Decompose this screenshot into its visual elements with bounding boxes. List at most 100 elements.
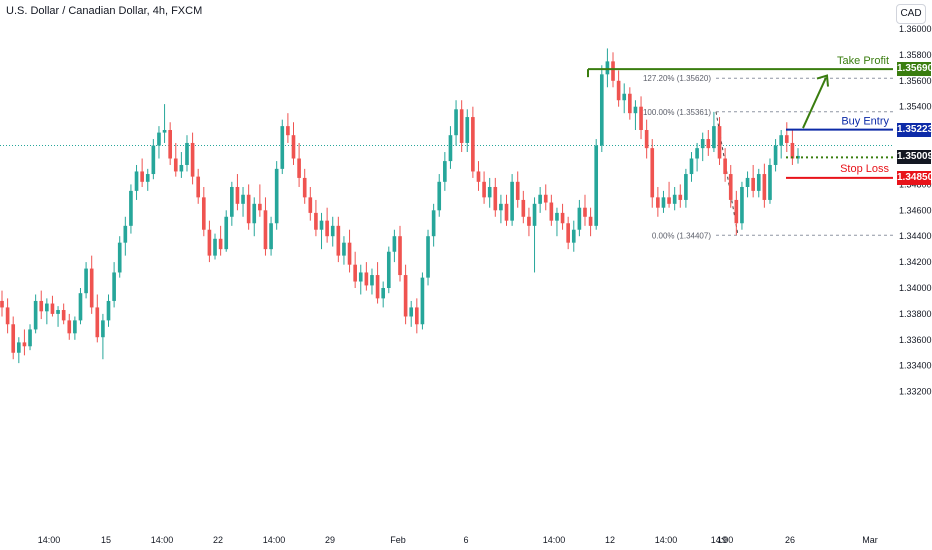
candle-body [67,320,72,334]
candle-body [179,164,184,172]
current-price-tag: 1.35009 [897,150,932,165]
candle-body [426,236,430,278]
y-tick-label: 1.33200 [899,387,932,397]
candle-body [330,225,335,237]
candle-body [459,109,464,143]
candle-body [504,203,509,221]
candle-body [291,135,296,159]
candle-body [611,61,615,81]
y-tick-label: 1.35800 [899,50,932,60]
candle-body [302,177,307,198]
candle-body [235,186,240,204]
candle-body [145,174,150,182]
candle-body [588,216,593,226]
candle-body [129,190,133,226]
candle-body [196,176,201,198]
candle-body [712,126,716,149]
candle-body [286,126,290,136]
x-tick-label: 14:00 [543,535,566,545]
candle-body [274,168,279,224]
candle-body [571,229,576,243]
candle-body [347,242,352,265]
candle-body [162,130,167,133]
candle-body [213,238,217,256]
candle-body [414,307,419,325]
trade-levels [587,68,893,179]
y-tick-label: 1.34200 [899,257,932,267]
candle-body [73,320,77,334]
candle-body [252,203,257,224]
candle-body [454,109,458,136]
x-axis-labels: 14:00 15 14:00 22 14:00 29 Feb 6 14:00 12 14:00 191… [38,535,878,545]
currency-button[interactable]: CAD [896,4,926,24]
candle-body [700,139,705,149]
candle-body [616,80,621,101]
candle-body [768,164,772,200]
candle-body [448,135,453,162]
candle-body [224,216,229,250]
candle-body [61,310,66,321]
candle-body [482,181,486,198]
candle-body [689,158,694,175]
candle-body [95,307,100,338]
candle-body [650,148,655,198]
take-profit-label: Take Profit [837,55,889,67]
candle-body [605,61,610,75]
candle-body [678,194,683,200]
candle-body [409,307,414,317]
y-tick-label: 1.34000 [899,283,932,293]
candle-body [33,300,38,330]
candle-body [740,186,744,224]
candle-body [515,181,520,200]
candle-body [672,194,677,204]
candle-body [476,171,481,182]
candle-body [628,93,632,114]
candle-body [437,181,442,211]
candle-body [599,74,604,146]
candle-body [0,300,4,308]
candle-body [157,132,161,146]
x-tick-label: 15 [101,535,111,545]
candle-body [773,145,778,165]
take-profit-price-tag: 1.35690 [897,62,932,77]
candle-body [56,310,60,314]
candle-body [644,130,649,149]
y-tick-label: 1.33400 [899,361,932,371]
candle-body [751,177,755,191]
candle-body [336,225,341,256]
buy-entry-label: Buy Entry [841,116,889,128]
candle-body [207,229,212,256]
candle-body [667,197,671,204]
buy-entry-price-tag: 1.35223 [897,122,932,137]
candle-body [784,135,789,143]
candle-body [386,251,391,288]
candle-body [527,216,531,226]
candle-body [11,324,16,353]
candle-body [398,236,402,276]
candle-body [543,194,548,203]
candle-body [45,303,49,312]
x-tick-label: 14:00 [655,535,678,545]
candle-body [319,220,324,230]
y-tick-label: 1.33800 [899,309,932,319]
fibonacci-levels: 127.20% (1.35620) 100.00% (1.35361) 0.00% … [643,74,893,240]
candle-body [756,174,761,191]
candle-body [353,264,357,282]
candle-body [499,203,503,211]
candle-body [661,197,666,208]
x-tick-label: 14:00 [263,535,286,545]
y-tick-label: 1.34600 [899,205,932,215]
stop-loss-label: Stop Loss [840,163,889,175]
candle-body [364,272,369,286]
fib-label: 100.00% (1.35361) [643,108,711,117]
candle-body [779,135,784,146]
candle-body [358,272,363,282]
candle-body [521,199,526,217]
y-axis-labels: 1.360001.358001.356001.354001.352001.350… [899,24,932,397]
candle-body [263,210,268,250]
candle-body [314,212,318,230]
candle-body [134,171,139,191]
candle-body [532,203,537,226]
candle-body [218,238,223,250]
